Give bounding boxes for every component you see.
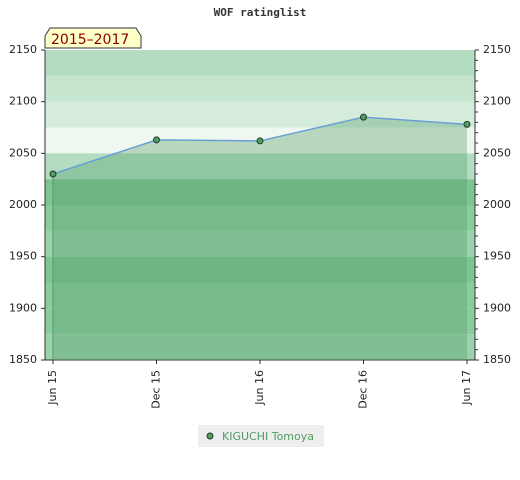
marker [360,113,367,121]
band [45,230,475,257]
band [45,153,475,180]
y-tick-label: 2050 [9,146,37,159]
x-tick-label: Jun 16 [253,370,266,406]
band [45,179,475,205]
band [45,50,475,76]
legend: KIGUCHI Tomoya [198,425,324,447]
band [45,334,475,360]
y-tick-label: 1950 [9,250,37,263]
band [45,308,475,335]
y2-tick-label: 1850 [483,353,511,366]
band [45,205,475,231]
chart-title: WOF ratinglist [214,6,307,19]
annotation: 2015–2017 [51,32,129,48]
y-tick-label: 1850 [9,353,37,366]
y2-tick-label: 2100 [483,95,511,108]
annotation-box [44,27,142,49]
y-tick-label: 2150 [9,43,37,56]
area [53,117,467,361]
y-tick-label: 2000 [9,198,37,211]
marker [49,170,57,178]
marker [153,136,160,144]
x-tick-label: Jun 17 [460,370,473,406]
y2-tick-label: 2150 [483,43,511,56]
x-tick-label: Dec 16 [357,370,370,409]
y2-tick-label: 1950 [483,250,511,263]
y-tick-label: 2100 [9,95,37,108]
legend-marker [206,432,214,440]
x-tick-label: Dec 15 [150,370,163,409]
band [45,282,475,309]
marker [256,137,264,145]
x-tick-label: Jun 15 [46,370,59,406]
y-tick-label: 1900 [9,301,37,314]
band [45,101,475,128]
y2-tick-label: 1900 [483,301,511,314]
legend-box [198,425,324,447]
legend-label: KIGUCHI Tomoya [222,430,314,443]
band [45,75,475,102]
marker [463,120,471,128]
y2-tick-label: 2000 [483,198,511,211]
band [45,256,475,283]
y2-tick-label: 2050 [483,146,511,159]
